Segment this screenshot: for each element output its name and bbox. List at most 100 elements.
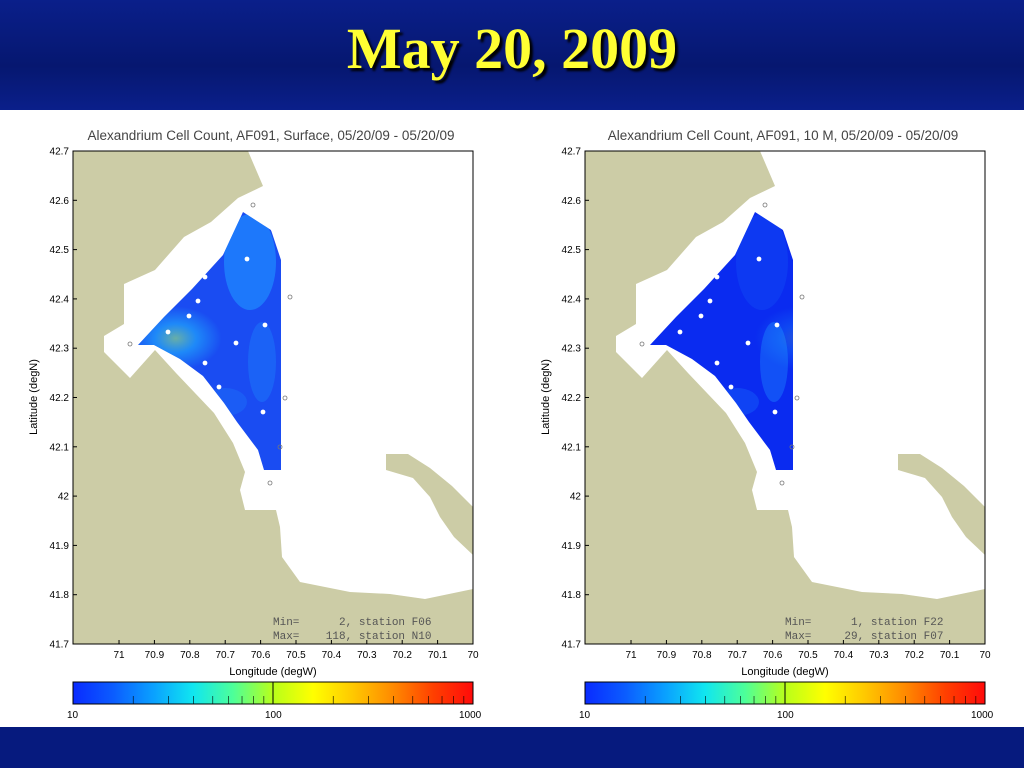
x-tick-label: 70.1 bbox=[940, 650, 960, 661]
concentration-field bbox=[650, 212, 793, 470]
y-tick-label: 41.9 bbox=[50, 541, 70, 552]
station-marker bbox=[186, 313, 192, 319]
x-axis-label: Longitude (degW) bbox=[229, 666, 316, 678]
colorbar-label: 10 bbox=[579, 710, 591, 721]
concentration-hotspot bbox=[754, 306, 793, 371]
slide-title: May 20, 2009 bbox=[346, 16, 678, 81]
title-band bbox=[0, 0, 1024, 110]
y-tick-label: 41.8 bbox=[562, 590, 582, 601]
x-tick-label: 70.5 bbox=[798, 650, 818, 661]
station-marker bbox=[639, 341, 645, 347]
station-marker bbox=[714, 360, 720, 366]
map-surface: Alexandrium Cell Count, AF091, Surface, … bbox=[28, 128, 482, 721]
x-tick-label: 70.3 bbox=[357, 650, 377, 661]
y-tick-label: 42.2 bbox=[50, 393, 70, 404]
colorbar-label: 10 bbox=[67, 710, 79, 721]
station-marker bbox=[746, 424, 752, 430]
station-marker bbox=[202, 360, 208, 366]
max-readout: Max= 118, station N10 bbox=[273, 631, 431, 643]
y-axis-label: Latitude (degN) bbox=[28, 359, 40, 435]
y-tick-label: 42.2 bbox=[562, 393, 582, 404]
y-tick-label: 41.7 bbox=[562, 640, 582, 651]
station-marker bbox=[262, 322, 268, 328]
station-marker bbox=[202, 274, 208, 280]
land-mass bbox=[585, 151, 985, 644]
x-tick-label: 70 bbox=[979, 650, 991, 661]
x-tick-label: 70.7 bbox=[727, 650, 747, 661]
station-marker bbox=[127, 341, 133, 347]
y-tick-label: 42.5 bbox=[50, 245, 70, 256]
y-tick-label: 42.1 bbox=[562, 442, 582, 453]
x-tick-label: 70.2 bbox=[904, 650, 924, 661]
map-title: Alexandrium Cell Count, AF091, 10 M, 05/… bbox=[608, 128, 958, 143]
y-tick-label: 42.7 bbox=[562, 147, 582, 158]
x-tick-label: 70.7 bbox=[215, 650, 235, 661]
field-patch bbox=[224, 214, 276, 310]
station-marker bbox=[287, 294, 293, 300]
x-tick-label: 70 bbox=[467, 650, 479, 661]
cape-cod-land bbox=[898, 454, 985, 555]
field-patch bbox=[248, 322, 276, 402]
map-10m: Alexandrium Cell Count, AF091, 10 M, 05/… bbox=[540, 128, 994, 721]
station-marker bbox=[277, 444, 283, 450]
colorbar-label: 100 bbox=[777, 710, 794, 721]
x-tick-label: 70.6 bbox=[251, 650, 271, 661]
x-tick-label: 70.8 bbox=[692, 650, 712, 661]
y-tick-label: 42.7 bbox=[50, 147, 70, 158]
colorbar-label: 100 bbox=[265, 710, 282, 721]
y-tick-label: 41.7 bbox=[50, 640, 70, 651]
station-marker bbox=[707, 298, 713, 304]
y-tick-label: 41.9 bbox=[562, 541, 582, 552]
station-marker bbox=[745, 340, 751, 346]
station-marker bbox=[714, 274, 720, 280]
y-tick-label: 42.6 bbox=[50, 196, 70, 207]
y-tick-label: 42.4 bbox=[50, 294, 70, 305]
station-marker bbox=[250, 202, 256, 208]
station-marker bbox=[214, 226, 220, 232]
land-mass bbox=[73, 151, 473, 644]
x-tick-label: 70.3 bbox=[869, 650, 889, 661]
field-patch bbox=[736, 214, 788, 310]
station-marker bbox=[779, 480, 785, 486]
min-readout: Min= 2, station F06 bbox=[273, 617, 431, 629]
map-panel-surface: Alexandrium Cell Count, AF091, Surface, … bbox=[0, 112, 512, 727]
colorbar-label: 1000 bbox=[459, 710, 482, 721]
station-marker bbox=[282, 395, 288, 401]
station-marker bbox=[799, 294, 805, 300]
map-panel-10m: Alexandrium Cell Count, AF091, 10 M, 05/… bbox=[512, 112, 1024, 727]
min-readout: Min= 1, station F22 bbox=[785, 617, 943, 629]
x-tick-label: 70.8 bbox=[180, 650, 200, 661]
station-marker bbox=[756, 256, 762, 262]
station-marker bbox=[677, 329, 683, 335]
station-marker bbox=[260, 409, 266, 415]
station-marker bbox=[728, 384, 734, 390]
y-tick-label: 42 bbox=[58, 492, 70, 503]
x-tick-label: 70.4 bbox=[322, 650, 342, 661]
map-title: Alexandrium Cell Count, AF091, Surface, … bbox=[88, 128, 455, 143]
station-marker bbox=[794, 395, 800, 401]
x-tick-label: 70.1 bbox=[428, 650, 448, 661]
x-tick-label: 71 bbox=[625, 650, 637, 661]
station-marker bbox=[726, 226, 732, 232]
y-tick-label: 42.1 bbox=[50, 442, 70, 453]
x-tick-label: 70.2 bbox=[392, 650, 412, 661]
x-tick-label: 70.9 bbox=[657, 650, 677, 661]
station-marker bbox=[270, 226, 276, 232]
y-tick-label: 42.6 bbox=[562, 196, 582, 207]
y-tick-label: 42.3 bbox=[562, 344, 582, 355]
station-marker bbox=[789, 444, 795, 450]
y-tick-label: 42.3 bbox=[50, 344, 70, 355]
station-marker bbox=[244, 256, 250, 262]
x-tick-label: 70.4 bbox=[834, 650, 854, 661]
colorbar-label: 1000 bbox=[971, 710, 994, 721]
y-tick-label: 42.5 bbox=[562, 245, 582, 256]
max-readout: Max= 29, station F07 bbox=[785, 631, 943, 643]
station-marker bbox=[195, 298, 201, 304]
x-axis-label: Longitude (degW) bbox=[741, 666, 828, 678]
station-marker bbox=[698, 313, 704, 319]
x-tick-label: 71 bbox=[113, 650, 125, 661]
station-marker bbox=[216, 384, 222, 390]
cape-cod-land bbox=[386, 454, 473, 555]
footer-band bbox=[0, 727, 1024, 768]
station-marker bbox=[774, 322, 780, 328]
